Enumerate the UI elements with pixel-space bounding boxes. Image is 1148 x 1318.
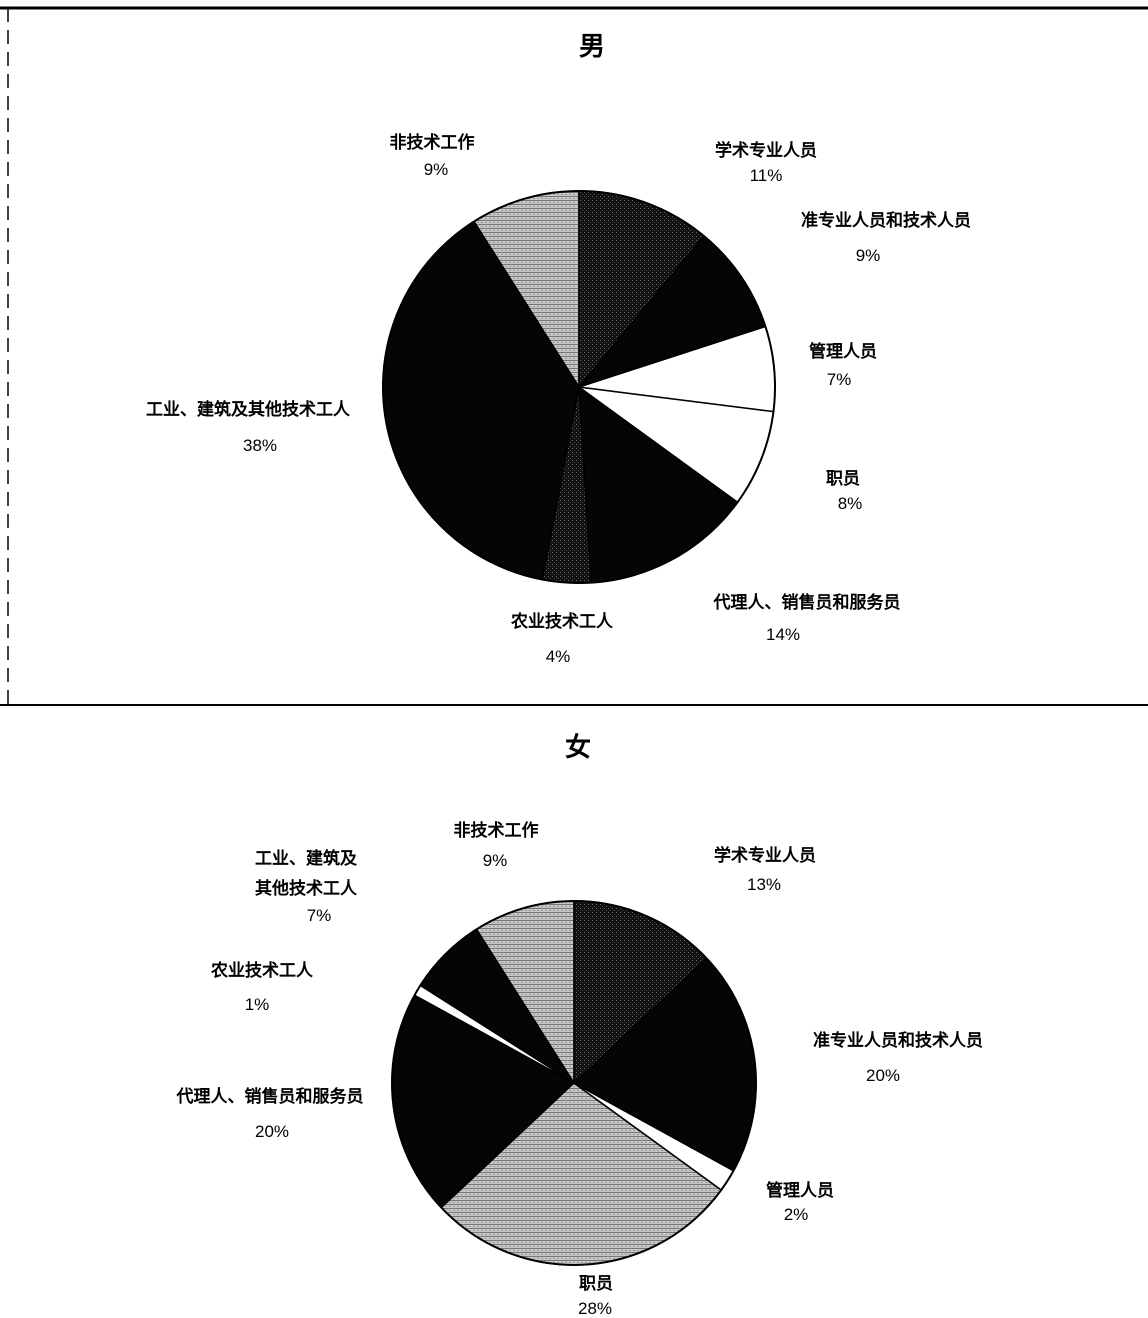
male-label-3-percent: 8% xyxy=(838,494,863,513)
chart-title-male: 男 xyxy=(579,32,605,62)
male-label-1-percent: 9% xyxy=(856,246,881,265)
labels-male: 学术专业人员 11% 准专业人员和技术人员 9% 管理人员 7% 职员 8% 代… xyxy=(146,132,971,666)
male-label-5-name: 农业技术工人 xyxy=(510,611,614,632)
female-label-2-percent: 2% xyxy=(784,1205,809,1224)
female-label-1-name: 准专业人员和技术人员 xyxy=(813,1030,983,1051)
male-label-3-name: 职员 xyxy=(826,469,860,489)
female-label-6-percent: 7% xyxy=(307,906,332,925)
female-label-3-percent: 28% xyxy=(578,1299,612,1318)
male-label-7-percent: 9% xyxy=(424,160,449,179)
male-label-1-name: 准专业人员和技术人员 xyxy=(801,210,971,231)
male-label-4-percent: 14% xyxy=(766,625,800,644)
male-label-2-name: 管理人员 xyxy=(809,341,877,362)
female-label-0-percent: 13% xyxy=(747,875,781,894)
labels-female: 学术专业人员 13% 准专业人员和技术人员 20% 管理人员 2% 职员 28%… xyxy=(176,820,984,1318)
male-label-5-percent: 4% xyxy=(546,647,571,666)
male-label-0-percent: 11% xyxy=(750,166,783,185)
female-label-1-percent: 20% xyxy=(866,1066,900,1085)
female-label-5-percent: 1% xyxy=(245,995,270,1014)
male-label-4-name: 代理人、销售员和服务员 xyxy=(713,592,901,613)
male-label-6-name: 工业、建筑及其他技术工人 xyxy=(146,399,351,420)
chart-title-female: 女 xyxy=(565,732,591,763)
male-label-2-percent: 7% xyxy=(827,370,852,389)
female-label-6-name-line2: 其他技术工人 xyxy=(255,878,358,899)
male-pie-outline xyxy=(382,190,776,584)
female-label-7-percent: 9% xyxy=(483,851,508,870)
pie-chart-female: 女 xyxy=(391,732,757,1266)
male-label-6-percent: 38% xyxy=(243,436,277,455)
female-label-3-name: 职员 xyxy=(579,1274,613,1294)
male-label-7-name: 非技术工作 xyxy=(390,132,475,153)
female-label-4-name: 代理人、销售员和服务员 xyxy=(176,1086,364,1107)
male-label-0-name: 学术专业人员 xyxy=(715,140,817,161)
female-label-5-name: 农业技术工人 xyxy=(210,960,314,981)
female-label-7-name: 非技术工作 xyxy=(454,820,539,841)
female-pie-outline xyxy=(391,900,757,1266)
female-label-0-name: 学术专业人员 xyxy=(714,845,816,866)
female-label-6-name: 工业、建筑及 xyxy=(255,848,358,869)
female-label-4-percent: 20% xyxy=(255,1122,289,1141)
female-label-2-name: 管理人员 xyxy=(766,1180,834,1201)
pie-chart-male: 男 xyxy=(382,32,776,584)
